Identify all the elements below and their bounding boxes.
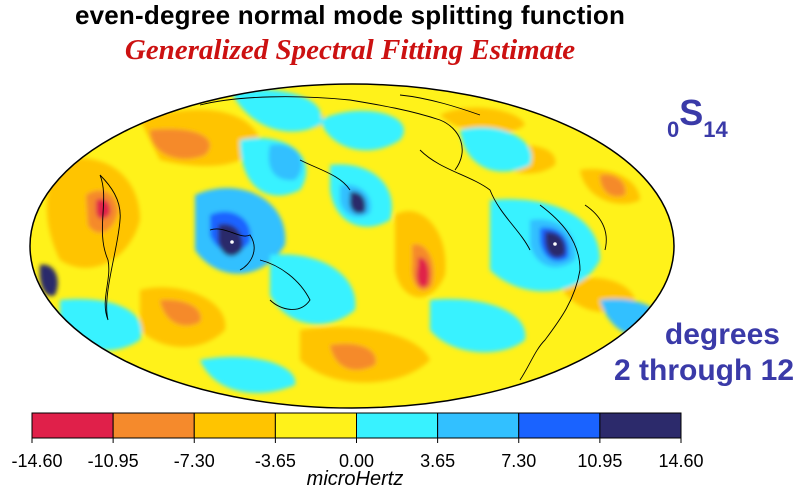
colorbar-swatch bbox=[518, 412, 601, 439]
colorbar bbox=[31, 412, 682, 443]
marker-dot bbox=[553, 242, 557, 246]
field-patch bbox=[440, 107, 525, 134]
colorbar-swatch bbox=[437, 412, 520, 439]
colorbar-tick-label: -14.60 bbox=[11, 451, 63, 471]
field-patch bbox=[268, 144, 302, 181]
figure-title: even-degree normal mode splitting functi… bbox=[74, 0, 626, 30]
field-patch bbox=[150, 129, 210, 159]
field-patch bbox=[600, 174, 626, 197]
colorbar-tick-label: -3.65 bbox=[254, 451, 296, 471]
colorbar-swatch bbox=[356, 412, 439, 439]
colorbar-tick-label: 14.60 bbox=[658, 451, 704, 471]
mode-angular-degree: 14 bbox=[703, 117, 728, 142]
degrees-range-label: 2 through 12 bbox=[613, 354, 794, 387]
coastlines bbox=[99, 94, 607, 381]
figure-subtitle: Generalized Spectral Fitting Estimate bbox=[124, 34, 576, 66]
colorbar-tick-label: 0.00 bbox=[338, 451, 375, 471]
field-patch bbox=[320, 110, 404, 151]
field-patch bbox=[270, 254, 356, 325]
field-patch bbox=[39, 264, 58, 296]
colorbar-swatch bbox=[599, 412, 682, 439]
marker-dot bbox=[230, 240, 234, 244]
colorbar-tick-label: 10.95 bbox=[577, 451, 623, 471]
field-patch bbox=[218, 223, 243, 257]
field-patch bbox=[330, 343, 376, 370]
field-patch bbox=[430, 299, 526, 353]
colorbar-tick-label: 7.30 bbox=[501, 451, 537, 471]
field-patch bbox=[230, 89, 322, 132]
colorbar-tick-label: -10.95 bbox=[87, 451, 139, 471]
field-patch bbox=[349, 191, 366, 214]
colorbar-tick-label: 3.65 bbox=[420, 451, 456, 471]
field-patch bbox=[160, 299, 201, 326]
mode-label: 0S14 bbox=[667, 92, 728, 142]
mode-type-letter: S bbox=[679, 92, 704, 133]
colorbar-swatch bbox=[193, 412, 276, 439]
map-outline bbox=[29, 83, 675, 409]
colorbar-swatch bbox=[112, 412, 195, 439]
mode-overtone-number: 0 bbox=[667, 117, 680, 142]
degrees-label: degrees bbox=[664, 318, 780, 351]
field-patch bbox=[416, 257, 430, 288]
colorbar-tick-label: -7.30 bbox=[173, 451, 215, 471]
colorbar-swatch bbox=[274, 412, 357, 439]
colorbar-unit-label: microHertz bbox=[306, 468, 404, 490]
map-field bbox=[30, 84, 674, 408]
field-patch bbox=[200, 356, 296, 393]
colorbar-swatch bbox=[31, 412, 114, 439]
field-patch bbox=[460, 127, 532, 172]
